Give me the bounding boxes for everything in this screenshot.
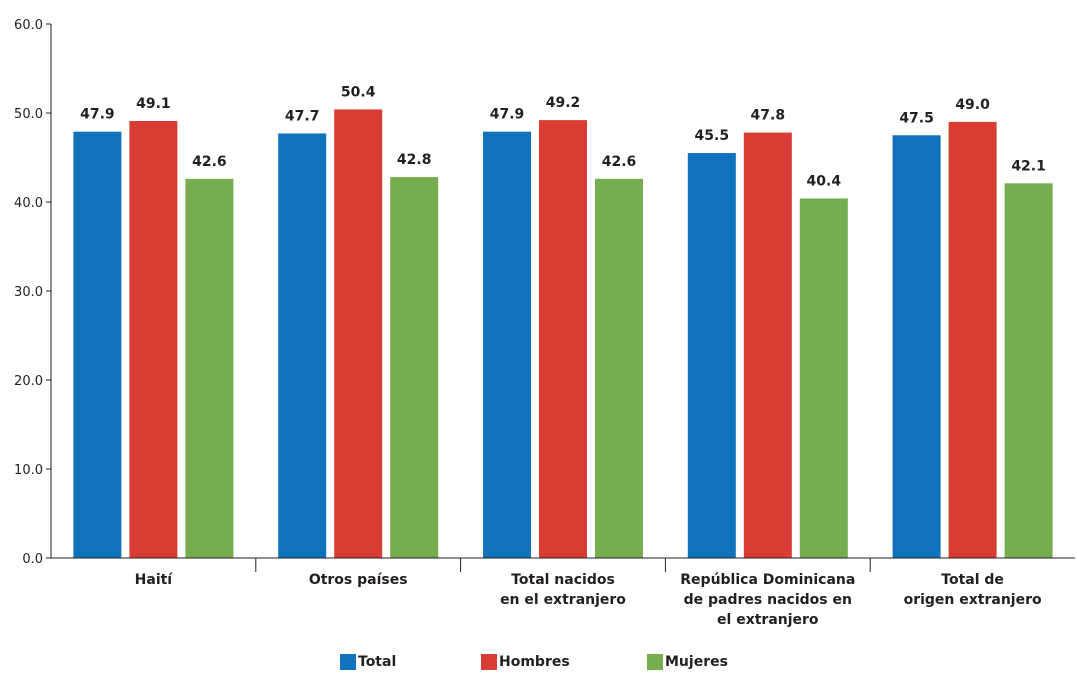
y-tick-label: 60.0 — [14, 18, 43, 33]
legend-label-total: Total — [358, 654, 397, 670]
bar — [390, 177, 439, 558]
bar — [334, 109, 383, 558]
category-label: origen extranjero — [904, 592, 1042, 608]
data-label: 47.5 — [899, 110, 934, 126]
y-tick-label: 20.0 — [14, 374, 43, 389]
category-label: de padres nacidos en — [684, 592, 852, 608]
y-tick-label: 30.0 — [14, 285, 43, 300]
bar — [73, 131, 122, 558]
category-label: en el extranjero — [500, 592, 626, 608]
bar — [687, 153, 736, 559]
data-label: 49.0 — [955, 97, 990, 113]
bar — [595, 178, 643, 559]
legend-item-total: Total — [340, 654, 396, 670]
bar — [799, 198, 848, 558]
bar — [129, 121, 178, 558]
bar — [278, 133, 327, 558]
legend-swatch-total — [340, 654, 356, 670]
x-axis — [51, 557, 1075, 572]
data-label: 49.2 — [546, 95, 581, 111]
y-axis-ticks: 0.0 10.0 20.0 30.0 40.0 50.0 60.0 — [14, 18, 52, 567]
category-label: Haití — [135, 572, 174, 588]
category-label: el extranjero — [717, 612, 819, 628]
bar — [185, 178, 234, 559]
bars — [73, 109, 1053, 559]
data-label: 47.8 — [751, 108, 786, 124]
bar — [483, 131, 531, 558]
data-labels: 47.9 49.1 42.6 47.7 50.4 42.8 47.9 49.2 42.6 45.5… — [80, 84, 1046, 189]
legend: Total Hombres Mujeres — [0, 654, 1077, 674]
data-label: 47.9 — [80, 107, 115, 123]
bar-chart: 0.0 10.0 20.0 30.0 40.0 50.0 60.0 47.9 49.1 42.6… — [14, 18, 1075, 628]
data-label: 49.1 — [136, 96, 171, 112]
data-label: 40.4 — [807, 173, 842, 189]
bar — [743, 132, 792, 558]
category-label: Total nacidos — [511, 572, 615, 588]
y-tick-label: 50.0 — [14, 107, 43, 122]
category-labels: Haití Otros países Total nacidos en el extr… — [135, 572, 1042, 628]
y-tick-label: 0.0 — [22, 552, 43, 567]
data-label: 42.8 — [397, 152, 432, 168]
legend-swatch-hombres — [481, 654, 497, 670]
legend-item-mujeres: Mujeres — [647, 654, 728, 670]
category-label: República Dominicana — [680, 572, 855, 588]
bar — [539, 120, 587, 559]
data-label: 42.6 — [192, 154, 227, 170]
bar — [892, 135, 941, 558]
bar — [1004, 183, 1053, 558]
data-label: 47.9 — [490, 107, 525, 123]
legend-swatch-mujeres — [647, 654, 663, 670]
data-label: 42.6 — [602, 154, 637, 170]
legend-label-mujeres: Mujeres — [665, 654, 728, 670]
y-tick-label: 40.0 — [14, 196, 43, 211]
legend-item-hombres: Hombres — [481, 654, 570, 670]
bar — [948, 121, 997, 559]
category-label: Total de — [941, 572, 1004, 588]
category-label: Otros países — [309, 572, 408, 588]
data-label: 42.1 — [1011, 158, 1046, 174]
legend-label-hombres: Hombres — [499, 654, 570, 670]
data-label: 45.5 — [695, 128, 730, 144]
data-label: 50.4 — [341, 84, 376, 100]
data-label: 47.7 — [285, 108, 320, 124]
y-tick-label: 10.0 — [14, 463, 43, 478]
